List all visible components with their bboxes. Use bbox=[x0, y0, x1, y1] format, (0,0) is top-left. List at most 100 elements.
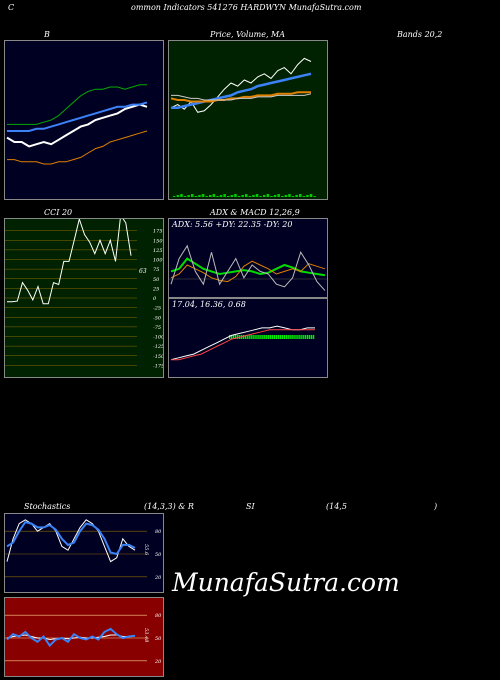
volume-bar bbox=[194, 196, 198, 197]
macd-histogram-bar bbox=[242, 335, 245, 339]
macd-histogram-bar bbox=[252, 335, 254, 339]
cci-last-value: 63 bbox=[139, 268, 147, 275]
price-series-4 bbox=[171, 93, 312, 101]
macd-histogram-bar bbox=[246, 335, 248, 339]
macd-histogram-bar bbox=[312, 335, 315, 339]
stoch-tick-label: 50 bbox=[155, 552, 162, 558]
volume-bar bbox=[176, 195, 180, 197]
macd-chart bbox=[170, 325, 315, 361]
macd-histogram-bar bbox=[283, 335, 285, 339]
bollinger-series-1 bbox=[6, 103, 148, 148]
cci-panel: 175 150 125 100 75 50 25 0 -25 -50 -75 -100 -125 -150… bbox=[4, 218, 164, 378]
volume-bar bbox=[227, 196, 230, 197]
cci-chart: 175 150 125 100 75 50 25 0 -25 -50 -75 -100 -125 -150… bbox=[5, 219, 163, 369]
macd-histogram-bar bbox=[297, 335, 299, 339]
macd-histogram-bar bbox=[307, 335, 309, 339]
volume-bar bbox=[302, 196, 306, 197]
cci-tick-label: 0 bbox=[153, 296, 157, 302]
volume-bar bbox=[180, 194, 183, 197]
bands-title: Bands 20,2 bbox=[397, 30, 443, 39]
stochastics-panel: 80 50 20 55.6 bbox=[4, 513, 164, 593]
volume-bar bbox=[230, 195, 234, 197]
bollinger-series-4 bbox=[7, 84, 147, 125]
stoch-k-line bbox=[6, 519, 136, 563]
cci-tick-label: 150 bbox=[153, 238, 163, 244]
macd-histogram-bar bbox=[229, 335, 231, 339]
adx-series-3 bbox=[170, 244, 326, 291]
macd-histogram-bar bbox=[301, 335, 303, 339]
macd-histogram-bar bbox=[256, 335, 258, 339]
cci-tick-label: -150 bbox=[153, 354, 163, 360]
macd-histogram-bar bbox=[277, 335, 280, 339]
macd-histogram-bar bbox=[271, 335, 274, 339]
stoch-d-line bbox=[6, 520, 136, 556]
volume-bar bbox=[277, 194, 280, 197]
volume-bar bbox=[209, 195, 212, 197]
bb-title: B bbox=[44, 30, 50, 39]
volume-bar bbox=[263, 195, 266, 197]
stoch-last-value: 55.6 bbox=[143, 544, 149, 556]
watermark: MunafaSutra.com bbox=[172, 568, 400, 597]
macd-histogram-bar bbox=[262, 335, 264, 339]
cci-tick-label: 175 bbox=[153, 229, 163, 235]
volume-bar bbox=[281, 196, 284, 197]
macd-histogram-bar bbox=[269, 335, 272, 339]
page-title: ommon Indicators 541276 HARDWYN MunafaSu… bbox=[131, 3, 362, 12]
volume-bar bbox=[306, 195, 309, 197]
macd-histogram-bar bbox=[244, 335, 246, 339]
macd-histogram-bar bbox=[250, 335, 252, 339]
adx-values: ADX: 5.56 +DY: 22.35 -DY: 20 bbox=[172, 220, 293, 229]
macd-histogram-bar bbox=[268, 335, 270, 339]
cci-tick-label: -25 bbox=[153, 306, 161, 312]
price-title: Price, Volume, MA bbox=[210, 30, 286, 39]
macd-panel: 17.04, 16.36, 0.68 bbox=[168, 298, 328, 378]
macd-histogram-bar bbox=[295, 335, 297, 339]
volume-bar bbox=[288, 194, 291, 197]
macd-histogram-bar bbox=[230, 335, 233, 339]
macd-histogram-bar bbox=[236, 335, 239, 339]
price-panel bbox=[168, 40, 328, 200]
macd-histogram-bar bbox=[281, 335, 284, 339]
volume-bar bbox=[284, 195, 288, 197]
macd-histogram-bar bbox=[232, 335, 235, 339]
macd-histogram-bar bbox=[266, 335, 268, 339]
volume-bar bbox=[245, 194, 248, 197]
volume-bar bbox=[259, 196, 262, 197]
macd-values: 17.04, 16.36, 0.68 bbox=[172, 300, 246, 309]
cci-title: CCI 20 bbox=[44, 208, 73, 217]
volume-bar bbox=[216, 196, 219, 197]
rsi-last-value: 53.48 bbox=[143, 628, 149, 642]
stochastics-chart: 80 50 20 55.6 bbox=[5, 519, 162, 581]
volume-bar bbox=[198, 195, 201, 197]
volume-bar bbox=[270, 196, 273, 197]
macd-histogram-bar bbox=[264, 335, 266, 339]
volume-bar bbox=[191, 194, 194, 197]
cci-tick-label: 125 bbox=[153, 248, 163, 254]
bollinger-series-2 bbox=[7, 101, 148, 132]
rsi-params: (14,5 bbox=[326, 502, 347, 511]
rsi-tick-label: 20 bbox=[154, 659, 162, 665]
rsi-tick-label: 80 bbox=[155, 613, 162, 619]
volume-bar bbox=[309, 194, 313, 197]
price-series-1 bbox=[170, 57, 312, 113]
macd-histogram-bar bbox=[260, 335, 262, 339]
volume-bar bbox=[248, 196, 252, 197]
macd-histogram-bar bbox=[273, 335, 276, 339]
cci-tick-label: 50 bbox=[153, 277, 160, 283]
macd-histogram-bar bbox=[275, 335, 278, 339]
cci-tick-label: -100 bbox=[153, 335, 163, 341]
rsi-tick-label: 50 bbox=[155, 636, 162, 642]
macd-histogram-bar bbox=[303, 335, 305, 339]
cci-tick-label: -50 bbox=[153, 315, 162, 321]
volume-bar bbox=[223, 194, 226, 197]
macd-histogram-bar bbox=[308, 335, 311, 339]
adx-series-2 bbox=[170, 260, 326, 283]
price-series-2 bbox=[171, 72, 312, 109]
volume-bar bbox=[295, 195, 298, 197]
volume-bar bbox=[205, 196, 208, 197]
volume-bar bbox=[234, 194, 237, 197]
macd-signal-line bbox=[171, 329, 315, 361]
cci-tick-label: -75 bbox=[153, 325, 161, 331]
rsi-chart: 80 50 20 53.48 bbox=[5, 613, 162, 665]
price-series-3 bbox=[170, 91, 311, 103]
